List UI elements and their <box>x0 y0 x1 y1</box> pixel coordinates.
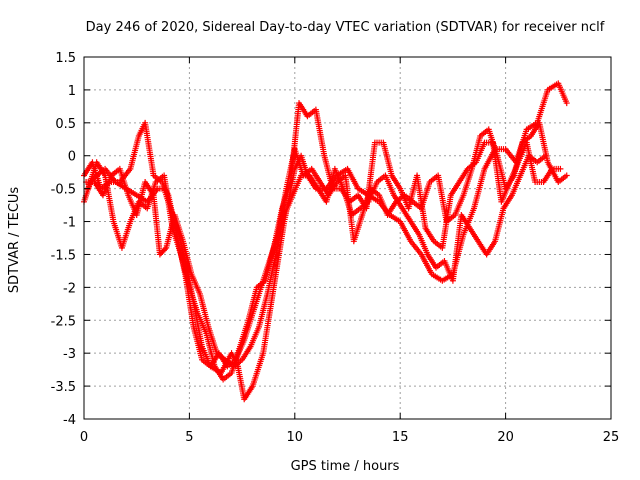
x-tick-label: 0 <box>80 430 88 445</box>
x-tick-label: 5 <box>185 430 193 445</box>
x-tick-label: 25 <box>603 430 620 445</box>
y-tick-label: -2 <box>63 281 76 296</box>
axis-ticks: 0 5 10 15 20 25 -4 -3.5 -3 -2.5 -2 -1.5 -1 -0.5 0 0.5 1 1… <box>51 51 620 445</box>
data-point <box>563 100 570 107</box>
y-tick-label: -4 <box>63 413 76 428</box>
y-tick-label: -1 <box>63 216 76 231</box>
y-tick-label: -2.5 <box>51 314 76 329</box>
y-tick-label: 0.5 <box>55 117 76 132</box>
plot-frame <box>83 56 612 420</box>
x-tick-label: 10 <box>287 430 304 445</box>
y-axis-label: SDTVAR / TECUs <box>7 187 22 294</box>
y-tick-label: 1.5 <box>55 51 76 66</box>
x-axis-label: GPS time / hours <box>291 459 400 474</box>
y-tick-label: -1.5 <box>51 248 76 263</box>
data-marks <box>81 80 570 403</box>
y-tick-label: 1 <box>68 84 76 99</box>
grid-lines <box>84 57 611 419</box>
chart-title: Day 246 of 2020, Sidereal Day-to-day VTE… <box>86 20 605 35</box>
data-point <box>161 246 168 253</box>
data-point <box>563 172 570 179</box>
data-point <box>542 152 549 159</box>
y-tick-label: -3 <box>63 347 76 362</box>
y-tick-label: 0 <box>68 150 76 165</box>
y-tick-label: -3.5 <box>51 380 76 395</box>
x-tick-label: 20 <box>497 430 514 445</box>
data-point <box>557 165 564 172</box>
y-tick-label: -0.5 <box>51 183 76 198</box>
x-tick-label: 15 <box>392 430 409 445</box>
